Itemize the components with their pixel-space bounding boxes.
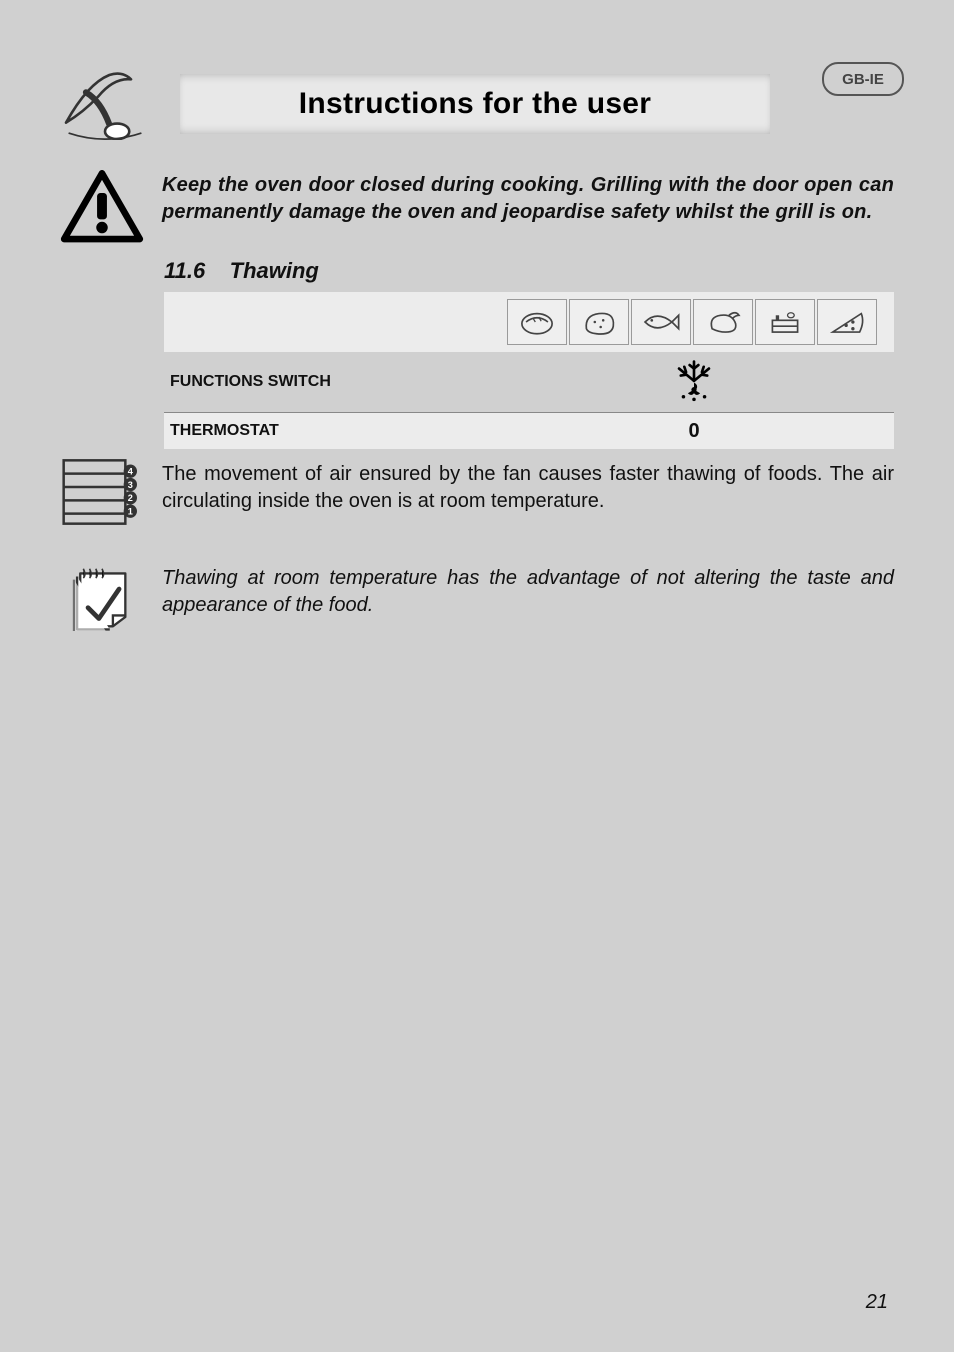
thawing-paragraph: The movement of air ensured by the fan c… <box>162 457 894 515</box>
table-row-functions: FUNCTIONS SWITCH <box>164 352 894 413</box>
thawing-note-text: Thawing at room temperature has the adva… <box>162 561 894 619</box>
food-bread-icon <box>507 299 567 345</box>
functions-switch-label: FUNCTIONS SWITCH <box>164 352 494 412</box>
section-number: 11.6 <box>164 258 205 283</box>
section-heading: 11.6 Thawing <box>60 258 894 284</box>
warning-triangle-icon <box>60 170 144 244</box>
locale-badge: GB-IE <box>822 62 904 96</box>
section-title: Thawing <box>230 258 319 283</box>
page-title: Instructions for the user <box>299 87 652 121</box>
header-spoon-icon <box>60 62 150 140</box>
page-number: 21 <box>866 1291 888 1314</box>
food-fish-icon <box>631 299 691 345</box>
thermostat-label: THERMOSTAT <box>164 413 494 449</box>
food-cake-icon <box>755 299 815 345</box>
food-potato-icon <box>569 299 629 345</box>
svg-text:3: 3 <box>128 480 133 490</box>
svg-text:2: 2 <box>128 493 133 503</box>
svg-text:1: 1 <box>128 507 133 517</box>
table-header-empty <box>164 292 494 352</box>
thawing-table: FUNCTIONS SWITCH <box>164 292 894 449</box>
table-header-row <box>164 292 894 352</box>
snowflake-fan-icon <box>672 358 716 407</box>
thermostat-value: 0 <box>494 413 894 449</box>
functions-switch-value <box>494 352 894 412</box>
food-pizza-icon <box>817 299 877 345</box>
page-title-bar: Instructions for the user <box>180 74 770 134</box>
table-header-icons <box>494 292 894 352</box>
table-row-thermostat: THERMOSTAT 0 <box>164 413 894 449</box>
food-poultry-icon <box>693 299 753 345</box>
warning-text: Keep the oven door closed during cooking… <box>162 170 894 226</box>
notebook-note-icon <box>60 561 144 631</box>
oven-rack-levels-icon: 4 3 2 1 <box>60 457 144 527</box>
